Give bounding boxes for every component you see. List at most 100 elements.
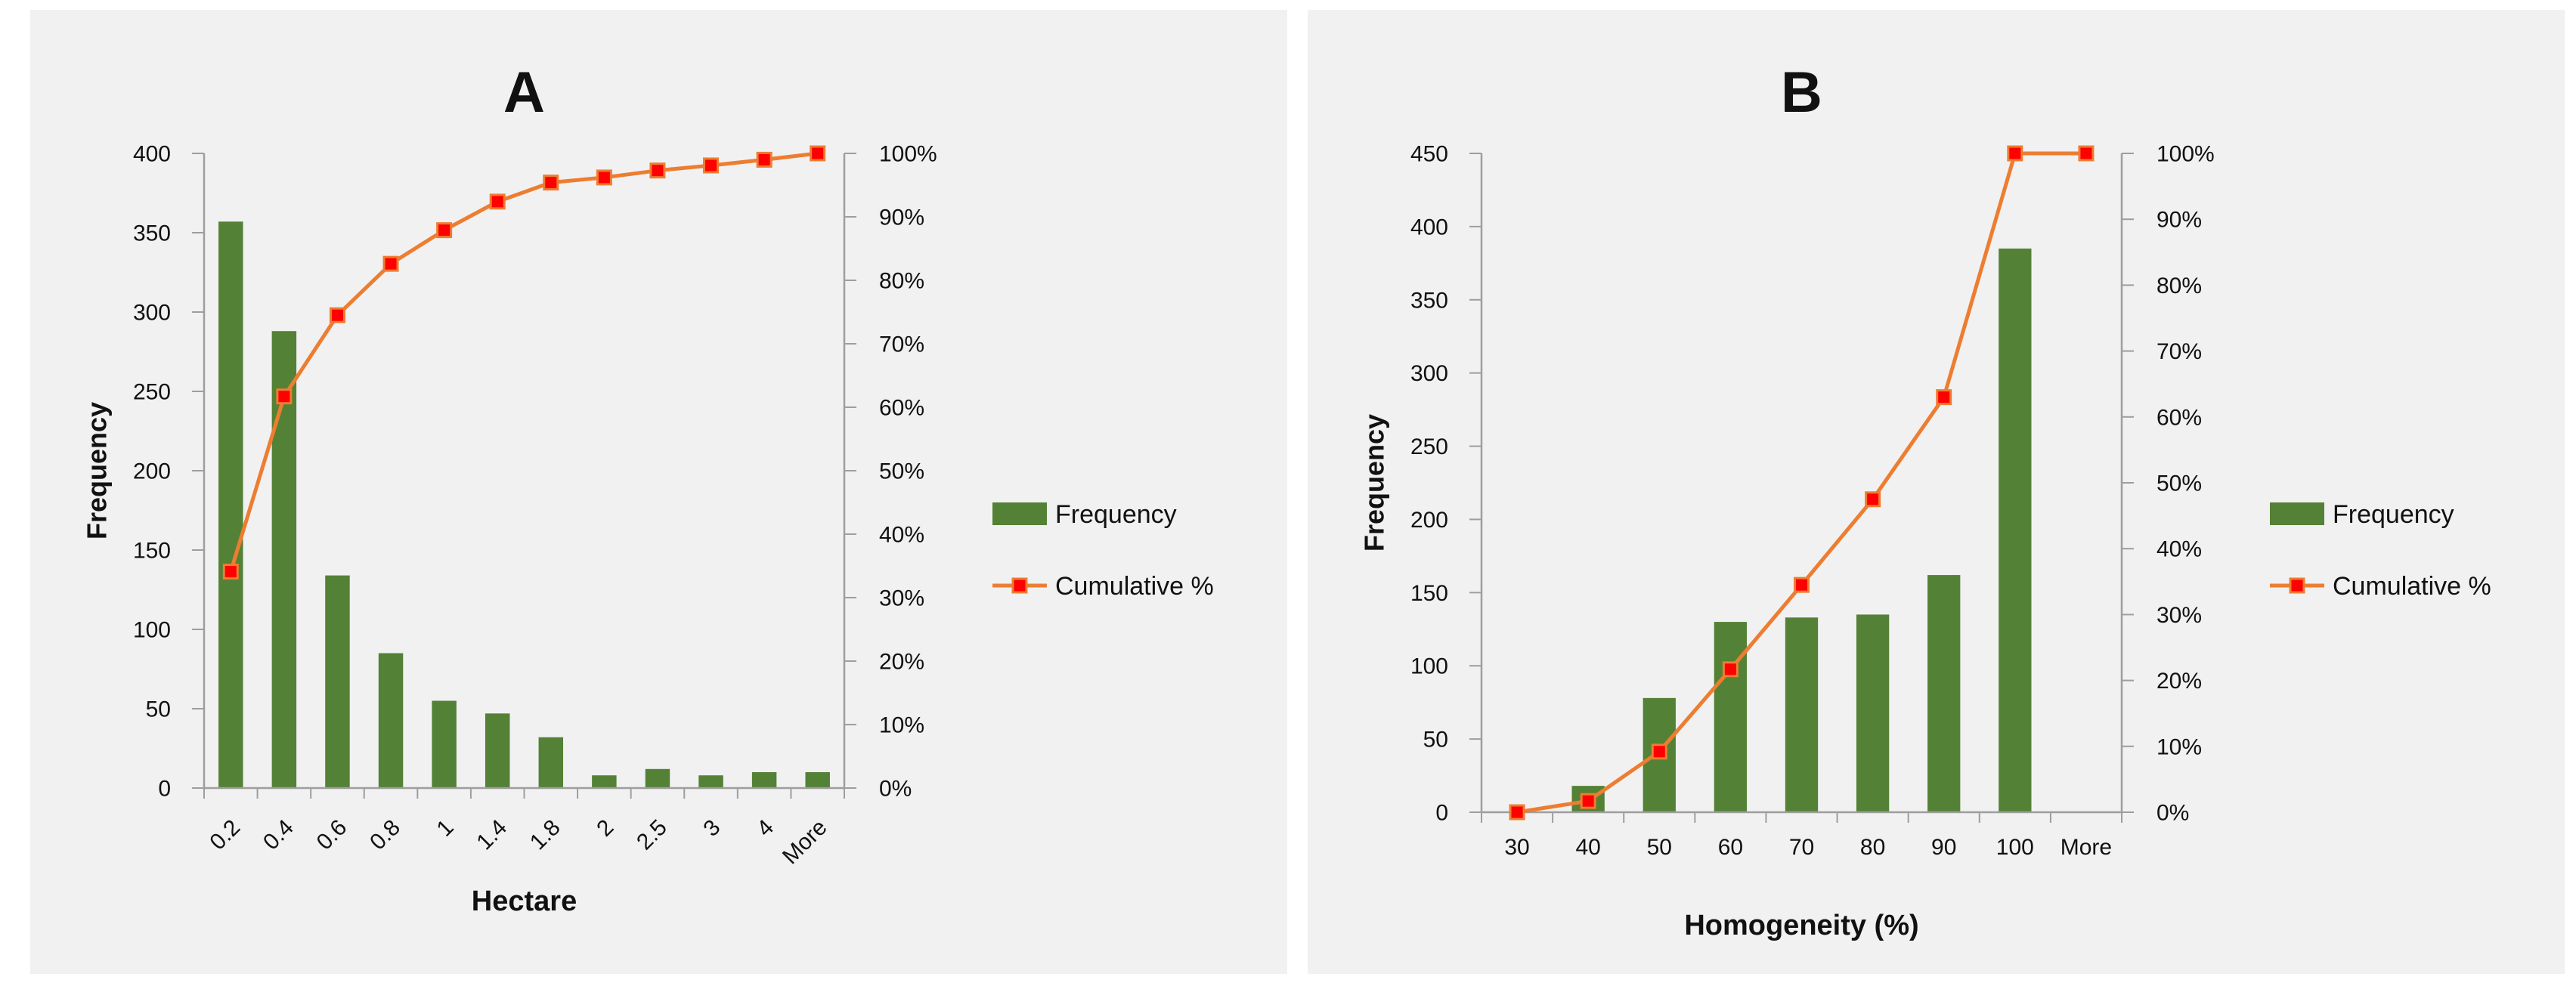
x-axis-title: Homogeneity (%): [1684, 910, 1918, 941]
x-axis-tick-label: 90: [1931, 835, 1956, 860]
cumulative-marker: [1509, 804, 1525, 821]
frequency-bar: [1856, 614, 1890, 812]
x-axis-tick-label: 0.8: [365, 815, 405, 855]
legend-frequency-label: Frequency: [1055, 500, 1177, 529]
chart-title: A: [503, 60, 545, 125]
cumulative-marker: [436, 222, 453, 239]
x-axis-tick-label: 30: [1504, 835, 1529, 860]
frequency-bar: [805, 772, 830, 788]
chart-panel-b: B 0 50 100 150 200 250 300 350 400 450 0% 10% 20% 30% 4…: [1308, 10, 2565, 974]
cumulative-marker: [596, 169, 612, 186]
x-axis-tick-label: 2.5: [632, 815, 672, 855]
y-axis-right-tick-label: 40%: [2156, 537, 2202, 562]
cumulative-marker: [703, 157, 720, 174]
y-axis-title: Frequency: [82, 402, 113, 539]
legend-frequency-swatch: [992, 502, 1047, 525]
y-axis-left-tick-label: 250: [1410, 434, 1448, 459]
cumulative-line: [228, 151, 819, 573]
x-axis-tick-label: 80: [1860, 835, 1885, 860]
y-axis-right-tick-label: 100%: [879, 142, 937, 167]
y-axis-left-tick-label: 450: [1410, 142, 1448, 167]
frequency-bar: [432, 700, 457, 788]
frequency-bar: [1927, 575, 1961, 812]
cumulative-marker: [1651, 743, 1667, 760]
y-axis-left-tick-label: 0: [1435, 801, 1448, 826]
x-axis-tick-label: 1.4: [472, 815, 512, 855]
y-axis-right-tick-label: 10%: [879, 713, 924, 738]
frequency-bar: [1785, 617, 1819, 812]
frequency-bar: [485, 713, 510, 788]
cumulative-marker: [1936, 389, 1952, 406]
x-axis-tick-label: 2: [592, 815, 618, 842]
y-axis-right-tick-label: 60%: [2156, 405, 2202, 430]
y-axis-right-tick-label: 20%: [879, 650, 924, 675]
y-axis-title: Frequency: [1359, 414, 1390, 552]
frequency-bar: [271, 331, 297, 788]
legend-cumulative-label: Cumulative %: [1055, 572, 1214, 601]
y-axis-right-tick-label: 30%: [2156, 603, 2202, 628]
y-axis-left-tick-label: 400: [1410, 215, 1448, 240]
y-axis-right-tick-label: 70%: [879, 332, 924, 357]
x-axis-tick-label: 70: [1789, 835, 1814, 860]
legend-cumulative-marker: [1011, 577, 1028, 594]
cumulative-marker: [649, 162, 666, 179]
y-axis-left-tick-label: 100: [1410, 654, 1448, 679]
x-axis-tick-label: 1.8: [525, 815, 565, 855]
cumulative-marker: [810, 145, 826, 162]
chart-title: B: [1781, 60, 1822, 125]
y-axis-right-tick-label: 100%: [2156, 142, 2215, 167]
y-axis-right-tick-label: 20%: [2156, 669, 2202, 694]
cumulative-marker: [1865, 491, 1881, 508]
y-axis-left-tick-label: 50: [146, 697, 171, 722]
x-axis-tick-label: 50: [1647, 835, 1672, 860]
x-axis-tick-label: 40: [1575, 835, 1600, 860]
y-axis-left-tick-label: 300: [133, 301, 171, 326]
cumulative-marker: [756, 151, 772, 168]
y-axis-right-tick-label: 80%: [879, 269, 924, 294]
cumulative-marker: [1580, 793, 1596, 809]
frequency-bar: [751, 772, 777, 788]
chart-panel-a: A 0 50 100 150 200 250 300 350 400 0% 10% 20% 30% 40% 5…: [30, 10, 1287, 974]
x-axis-tick-label: More: [778, 815, 832, 870]
pareto-chart-b: B 0 50 100 150 200 250 300 350 400 450 0% 10% 20% 30% 4…: [1359, 60, 2491, 941]
frequency-bar: [1999, 248, 2032, 812]
x-axis-tick-label: More: [2060, 835, 2112, 860]
frequency-bar: [218, 221, 243, 788]
y-axis-right-tick-label: 40%: [879, 523, 924, 548]
frequency-bar: [592, 775, 617, 788]
x-axis-tick-label: 3: [698, 815, 725, 842]
legend-cumulative-marker: [2289, 577, 2305, 594]
y-axis-left-tick-label: 150: [1410, 581, 1448, 606]
cumulative-marker: [1722, 661, 1738, 678]
cumulative-marker: [382, 255, 399, 272]
y-axis-right-tick-label: 70%: [2156, 339, 2202, 364]
y-axis-left-tick-label: 350: [133, 221, 171, 246]
x-axis-tick-label: 0.6: [312, 815, 352, 855]
cumulative-marker: [329, 307, 345, 323]
y-axis-right-tick-label: 0%: [2156, 801, 2189, 826]
y-axis-right-tick-label: 90%: [879, 206, 924, 230]
cumulative-marker: [543, 175, 559, 191]
cumulative-marker: [2007, 145, 2023, 162]
legend-frequency-label: Frequency: [2333, 500, 2454, 529]
y-axis-right-tick-label: 90%: [2156, 208, 2202, 233]
y-axis-right-tick-label: 50%: [2156, 471, 2202, 496]
legend-cumulative-label: Cumulative %: [2333, 572, 2491, 601]
y-axis-left-tick-label: 350: [1410, 288, 1448, 313]
y-axis-right-tick-label: 0%: [879, 777, 912, 802]
y-axis-left-tick-label: 200: [1410, 508, 1448, 533]
frequency-bar: [538, 737, 564, 788]
y-axis-left-tick-label: 300: [1410, 361, 1448, 386]
x-axis-tick-label: 100: [1996, 835, 2034, 860]
frequency-bar: [698, 775, 723, 788]
frequency-bar: [645, 768, 670, 788]
cumulative-marker: [222, 564, 239, 580]
y-axis-left-tick-label: 150: [133, 539, 171, 564]
cumulative-marker: [276, 388, 293, 405]
x-axis-title: Hectare: [472, 886, 577, 917]
pareto-chart-a: A 0 50 100 150 200 250 300 350 400 0% 10% 20% 30% 40% 5…: [82, 60, 1214, 917]
y-axis-left-tick-label: 400: [133, 142, 171, 167]
legend-frequency-swatch: [2270, 502, 2324, 525]
frequency-bar: [378, 653, 404, 788]
y-axis-right-tick-label: 60%: [879, 396, 924, 421]
